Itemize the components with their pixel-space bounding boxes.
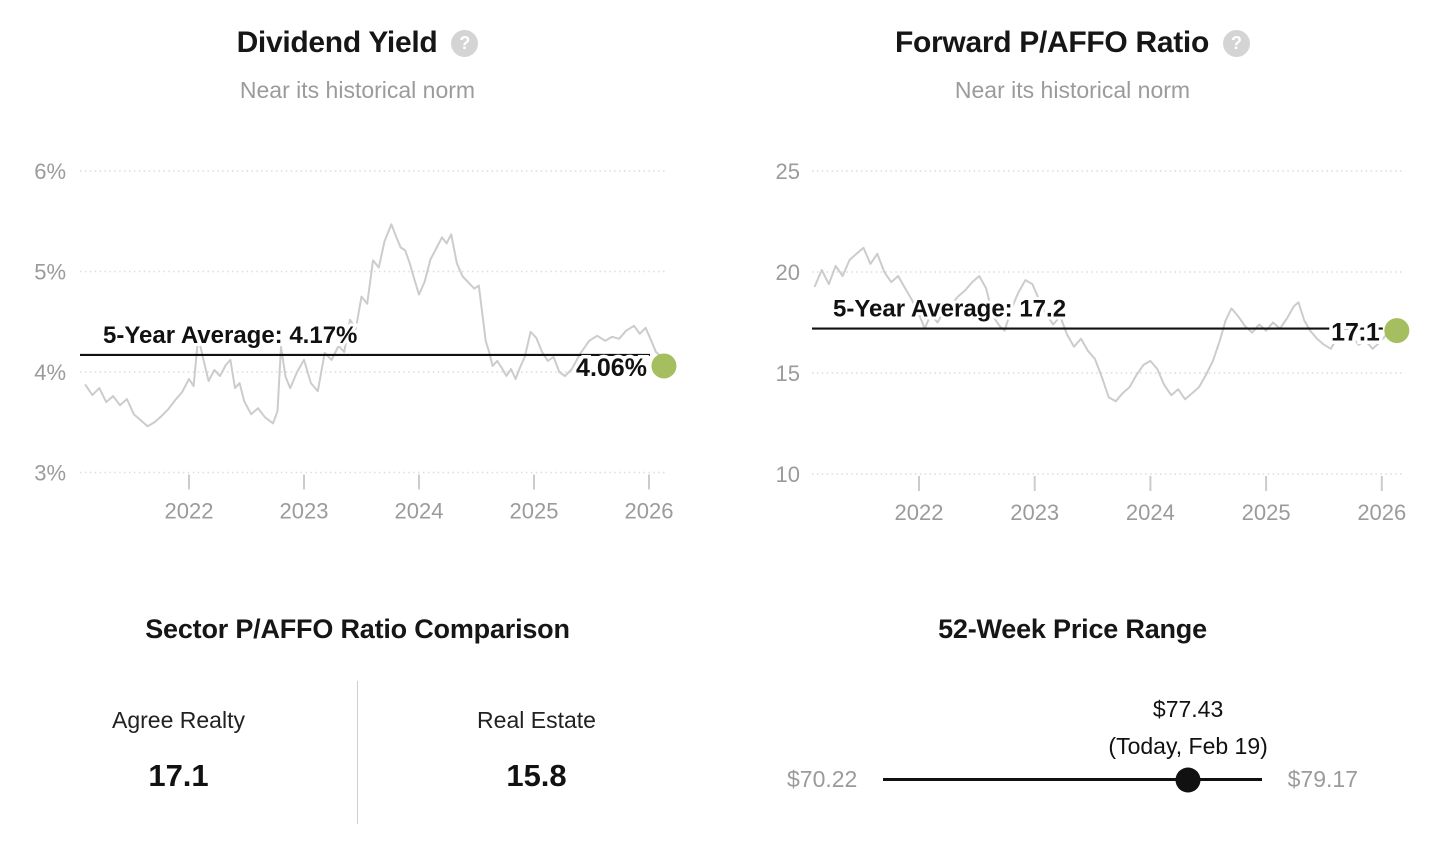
y-axis-tick-label: 25 <box>776 159 800 184</box>
x-axis-tick-label: 2025 <box>1242 500 1291 525</box>
section-title: 52-Week Price Range <box>938 614 1207 644</box>
help-icon[interactable]: ? <box>1223 29 1250 57</box>
x-axis-tick-label: 2024 <box>395 499 444 524</box>
column-value: 17.1 <box>148 758 209 793</box>
y-axis-tick-label: 5% <box>34 260 66 285</box>
price-low-label: $70.22 <box>787 766 858 792</box>
dividend-yield-chart: 6% 5% 4% 3% 2022 2023 2024 2025 2026 5-Year Avera… <box>34 159 677 524</box>
help-icon[interactable]: ? <box>451 29 479 57</box>
y-axis-tick-label: 10 <box>776 462 800 487</box>
x-axis-tick-label: 2023 <box>280 499 329 524</box>
column-value: 15.8 <box>506 758 567 793</box>
x-axis-tick-label: 2026 <box>1357 500 1406 525</box>
y-axis-tick-label: 20 <box>776 260 800 285</box>
y-axis-tick-label: 3% <box>34 461 66 486</box>
y-axis-tick-label: 15 <box>776 361 800 386</box>
price-high-label: $79.17 <box>1287 766 1358 792</box>
series-line <box>813 246 1398 403</box>
paffo-ratio-chart: 25 20 15 10 2022 2023 2024 2025 2026 5-Year Avera… <box>776 159 1410 525</box>
x-axis-tick-label: 2023 <box>1010 500 1059 525</box>
x-axis-tick-label: 2022 <box>895 500 944 525</box>
x-axis-tick-label: 2025 <box>510 499 559 524</box>
column-label: Real Estate <box>477 707 596 733</box>
current-price-label: $77.43 <box>1152 696 1224 723</box>
column-label: Agree Realty <box>112 707 245 733</box>
current-value-dot <box>651 353 677 379</box>
y-axis-tick-label: 4% <box>34 360 66 385</box>
x-axis-tick-label: 2026 <box>625 499 674 524</box>
current-value-dot <box>1384 318 1410 344</box>
chart-subtitle: Near its historical norm <box>239 77 476 103</box>
comparison-column-real-estate: Real Estate 15.8 <box>358 681 715 824</box>
chart-title: Forward P/AFFO Ratio <box>894 26 1209 59</box>
x-axis-tick-label: 2022 <box>165 499 214 524</box>
chart-header: Dividend Yield ? Near its historical nor… <box>0 26 715 104</box>
dividend-yield-panel: Dividend Yield ? Near its historical nor… <box>0 0 715 560</box>
price-range-dot[interactable] <box>1175 767 1201 792</box>
current-value-label: 4.06% <box>576 354 647 382</box>
x-axis-tick-label: 2024 <box>1126 500 1175 525</box>
price-range-line: $77.43 (Today, Feb 19) <box>883 696 1268 792</box>
comparison-column-agree-realty: Agree Realty 17.1 <box>0 681 357 824</box>
price-range-row: $70.22 $77.43 (Today, Feb 19) $79.17 <box>715 696 1430 793</box>
price-range-section: 52-Week Price Range $70.22 $77.43 (Today… <box>715 600 1430 844</box>
forward-paffo-panel: Forward P/AFFO Ratio ? Near its historic… <box>715 0 1430 560</box>
section-title: Sector P/AFFO Ratio Comparison <box>145 614 570 644</box>
average-label: 5-Year Average: 4.17% <box>103 322 357 349</box>
current-price-block: $77.43 (Today, Feb 19) <box>1108 691 1267 765</box>
chart-title: Dividend Yield <box>236 26 438 59</box>
current-value-label: 17.1 <box>1331 319 1380 347</box>
chart-subtitle: Near its historical norm <box>954 77 1191 103</box>
current-price-date: (Today, Feb 19) <box>1108 733 1268 760</box>
chart-header: Forward P/AFFO Ratio ? Near its historic… <box>715 26 1430 104</box>
average-label: 5-Year Average: 17.2 <box>833 296 1066 323</box>
y-axis-tick-label: 6% <box>34 159 66 184</box>
sector-comparison-section: Sector P/AFFO Ratio Comparison Agree Rea… <box>0 600 715 844</box>
series-line <box>84 223 665 428</box>
column-divider <box>357 681 358 824</box>
comparison-grid: Agree Realty 17.1 Real Estate 15.8 <box>0 681 715 824</box>
